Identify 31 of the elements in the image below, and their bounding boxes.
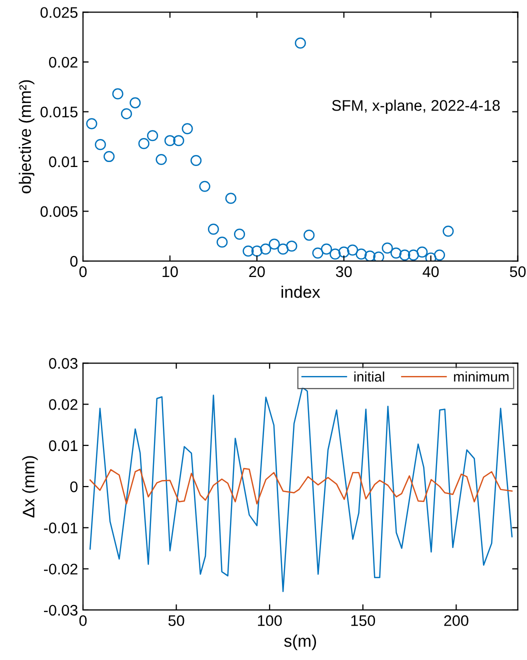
x-tick-label: 100 xyxy=(258,615,282,626)
y-axis-title: objective (mm²) xyxy=(18,80,34,194)
x-tick-label: 20 xyxy=(249,266,265,278)
y-tick-label: 0.03 xyxy=(49,358,78,369)
y-tick-label: 0.025 xyxy=(40,7,78,18)
annotation: SFM, x-plane, 2022-4-18 xyxy=(332,100,500,114)
y-tick-label: 0.02 xyxy=(49,56,78,68)
x-axis-title: index xyxy=(282,286,320,298)
y-tick-label: 0.02 xyxy=(49,399,78,410)
y-tick-label: -0.03 xyxy=(44,604,78,616)
y-axis-title: Δx (mm) xyxy=(22,456,38,518)
y-tick-label: 0 xyxy=(70,481,78,492)
x-tick-label: 0 xyxy=(79,266,87,278)
y-tick-label: 0.01 xyxy=(49,440,78,452)
y-tick-label: 0 xyxy=(70,256,78,267)
x-tick-label: 150 xyxy=(351,615,376,626)
y-tick-label: 0.005 xyxy=(40,206,78,217)
x-tick-label: 50 xyxy=(510,266,526,278)
x-tick-label: 10 xyxy=(162,266,178,278)
legend-label: minimum xyxy=(454,371,509,382)
x-tick-label: 50 xyxy=(168,615,184,626)
x-axis-title: s(m) xyxy=(284,634,316,650)
y-tick-label: 0.01 xyxy=(49,156,78,168)
x-tick-label: 40 xyxy=(422,266,439,278)
y-tick-label: 0.015 xyxy=(40,106,78,118)
legend-label: initial xyxy=(354,371,384,382)
x-tick-label: 30 xyxy=(336,266,352,278)
x-tick-label: 200 xyxy=(444,615,468,626)
y-tick-label: -0.01 xyxy=(44,522,78,534)
y-tick-label: -0.02 xyxy=(44,564,78,575)
x-tick-label: 0 xyxy=(79,615,87,626)
